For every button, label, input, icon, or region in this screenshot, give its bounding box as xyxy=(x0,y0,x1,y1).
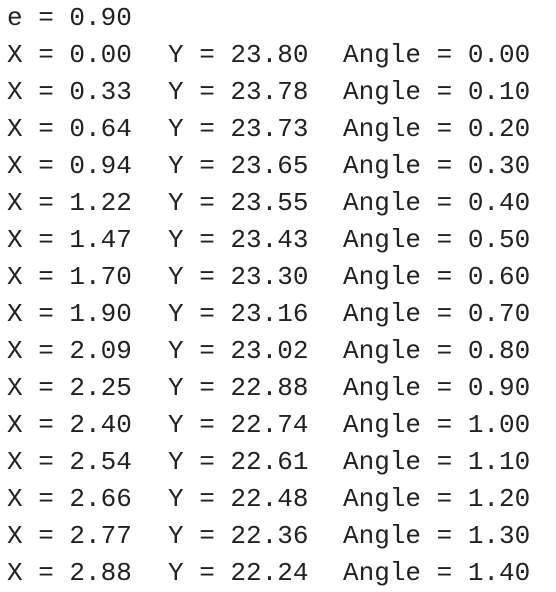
data-row: X = 2.88 Y = 22.24 Angle = 1.40 xyxy=(0,555,556,592)
angle-value: Angle = 0.90 xyxy=(343,373,531,403)
y-value: Y = 23.78 xyxy=(168,77,309,107)
angle-value: Angle = 0.20 xyxy=(343,114,531,144)
x-value: X = 2.77 xyxy=(7,521,132,551)
x-value: X = 0.00 xyxy=(7,40,132,70)
x-value: X = 1.70 xyxy=(7,262,132,292)
y-value: Y = 22.36 xyxy=(168,521,309,551)
data-row: X = 2.25 Y = 22.88 Angle = 0.90 xyxy=(0,370,556,407)
y-value: Y = 23.65 xyxy=(168,151,309,181)
data-row: X = 2.54 Y = 22.61 Angle = 1.10 xyxy=(0,444,556,481)
angle-value: Angle = 1.10 xyxy=(343,447,531,477)
data-row: X = 2.66 Y = 22.48 Angle = 1.20 xyxy=(0,481,556,518)
x-value: X = 2.66 xyxy=(7,484,132,514)
data-row: X = 1.90 Y = 23.16 Angle = 0.70 xyxy=(0,296,556,333)
data-row: X = 2.40 Y = 22.74 Angle = 1.00 xyxy=(0,407,556,444)
data-row: X = 0.64 Y = 23.73 Angle = 0.20 xyxy=(0,111,556,148)
angle-value: Angle = 0.80 xyxy=(343,336,531,366)
angle-value: Angle = 0.70 xyxy=(343,299,531,329)
data-row: X = 0.94 Y = 23.65 Angle = 0.30 xyxy=(0,148,556,185)
y-value: Y = 23.02 xyxy=(168,336,309,366)
data-row: X = 1.22 Y = 23.55 Angle = 0.40 xyxy=(0,185,556,222)
y-value: Y = 22.74 xyxy=(168,410,309,440)
y-value: Y = 23.55 xyxy=(168,188,309,218)
angle-value: Angle = 1.40 xyxy=(343,558,531,588)
angle-value: Angle = 1.30 xyxy=(343,521,531,551)
angle-value: Angle = 0.60 xyxy=(343,262,531,292)
x-value: X = 2.54 xyxy=(7,447,132,477)
data-row: X = 1.47 Y = 23.43 Angle = 0.50 xyxy=(0,222,556,259)
data-row: X = 1.70 Y = 23.30 Angle = 0.60 xyxy=(0,259,556,296)
y-value: Y = 22.88 xyxy=(168,373,309,403)
y-value: Y = 22.61 xyxy=(168,447,309,477)
angle-value: Angle = 0.40 xyxy=(343,188,531,218)
x-value: X = 1.22 xyxy=(7,188,132,218)
x-value: X = 2.09 xyxy=(7,336,132,366)
angle-value: Angle = 0.30 xyxy=(343,151,531,181)
data-rows: X = 0.00 Y = 23.80 Angle = 0.00 X = 0.33 Y =… xyxy=(0,37,556,592)
data-row: X = 2.77 Y = 22.36 Angle = 1.30 xyxy=(0,518,556,555)
x-value: X = 2.40 xyxy=(7,410,132,440)
x-value: X = 0.94 xyxy=(7,151,132,181)
x-value: X = 2.88 xyxy=(7,558,132,588)
eccentricity-value: e = 0.90 xyxy=(7,3,132,33)
x-value: X = 0.64 xyxy=(7,114,132,144)
data-row: X = 2.09 Y = 23.02 Angle = 0.80 xyxy=(0,333,556,370)
y-value: Y = 23.16 xyxy=(168,299,309,329)
x-value: X = 0.33 xyxy=(7,77,132,107)
angle-value: Angle = 0.50 xyxy=(343,225,531,255)
data-row: X = 0.00 Y = 23.80 Angle = 0.00 xyxy=(0,37,556,74)
x-value: X = 2.25 xyxy=(7,373,132,403)
y-value: Y = 22.24 xyxy=(168,558,309,588)
y-value: Y = 23.30 xyxy=(168,262,309,292)
angle-value: Angle = 0.00 xyxy=(343,40,531,70)
angle-value: Angle = 1.20 xyxy=(343,484,531,514)
y-value: Y = 23.43 xyxy=(168,225,309,255)
angle-value: Angle = 0.10 xyxy=(343,77,531,107)
y-value: Y = 23.80 xyxy=(168,40,309,70)
x-value: X = 1.47 xyxy=(7,225,132,255)
header-line: e = 0.90 xyxy=(0,0,556,37)
y-value: Y = 22.48 xyxy=(168,484,309,514)
y-value: Y = 23.73 xyxy=(168,114,309,144)
data-row: X = 0.33 Y = 23.78 Angle = 0.10 xyxy=(0,74,556,111)
angle-value: Angle = 1.00 xyxy=(343,410,531,440)
x-value: X = 1.90 xyxy=(7,299,132,329)
